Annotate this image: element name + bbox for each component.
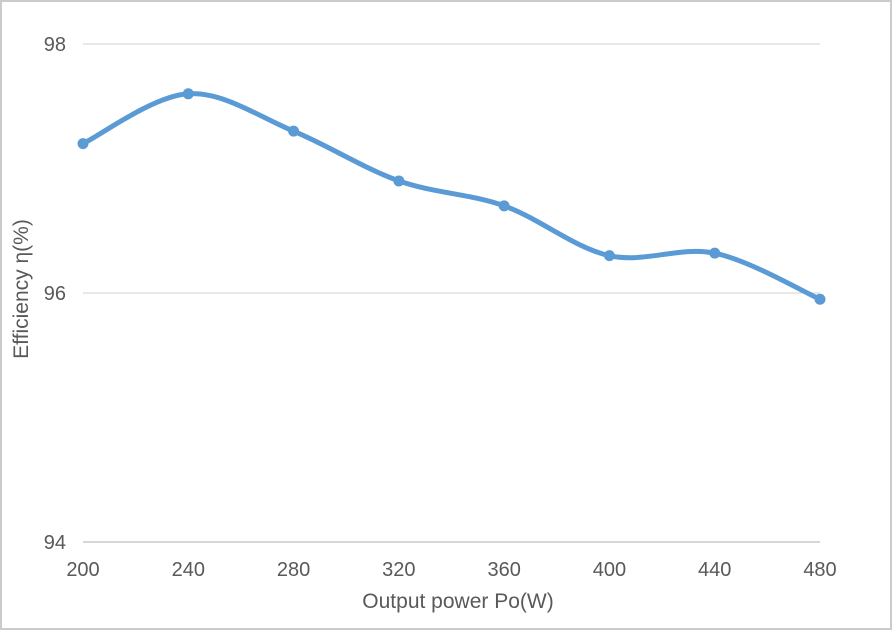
x-tick-label: 280 [277, 559, 310, 581]
data-point-marker [77, 138, 89, 150]
x-tick-label: 240 [172, 559, 205, 581]
x-tick-label: 480 [803, 559, 836, 581]
data-point-marker [393, 175, 405, 187]
data-point-marker [814, 293, 826, 305]
x-tick-label: 200 [66, 559, 99, 581]
x-tick-label: 440 [698, 559, 731, 581]
data-point-marker [288, 125, 300, 137]
data-point-marker [603, 250, 615, 262]
data-point-marker [498, 200, 510, 212]
efficiency-line [80, 91, 823, 302]
x-tick-label: 320 [382, 559, 415, 581]
y-tick-label: 96 [44, 283, 66, 305]
data-point-marker [709, 247, 721, 259]
x-tick-label: 400 [593, 559, 626, 581]
x-tick-label: 360 [487, 559, 520, 581]
y-tick-label: 94 [44, 532, 66, 554]
data-point-marker [182, 88, 194, 100]
y-tick-label: 98 [44, 34, 66, 56]
